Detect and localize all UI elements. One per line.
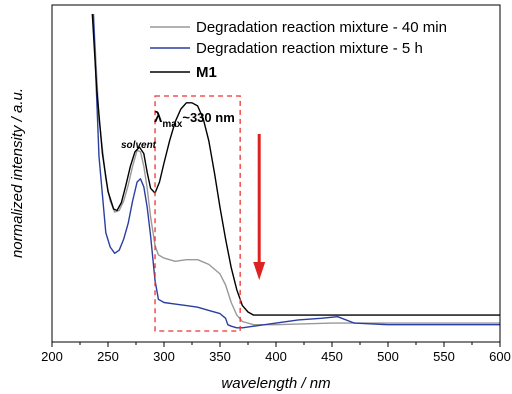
lambda-subscript: max xyxy=(162,119,182,130)
series-line-40min xyxy=(92,13,500,326)
x-tick-label: 250 xyxy=(97,349,119,364)
x-tick-label: 500 xyxy=(377,349,399,364)
series-line-m1 xyxy=(91,13,500,316)
x-tick-label: 200 xyxy=(41,349,63,364)
lambda-max-label: λmax~330 nm xyxy=(154,109,235,130)
legend-label-m1: M1 xyxy=(196,64,217,81)
series-line-5h xyxy=(92,13,500,329)
decrease-arrow-head xyxy=(253,262,266,280)
annotation-layer: solvent λmax~330 nm xyxy=(121,95,266,332)
highlight-box xyxy=(154,95,241,332)
x-tick-label: 350 xyxy=(209,349,231,364)
x-tick-label: 400 xyxy=(265,349,287,364)
legend: Degradation reaction mixture - 40 min De… xyxy=(150,19,447,81)
y-axis-title: normalized intensity / a.u. xyxy=(9,88,26,258)
x-tick-label: 600 xyxy=(489,349,511,364)
x-tick-label: 300 xyxy=(153,349,175,364)
solvent-label: solvent xyxy=(121,140,157,151)
x-tick-label: 450 xyxy=(321,349,343,364)
legend-label-40min: Degradation reaction mixture - 40 min xyxy=(196,19,447,36)
x-tick-label: 550 xyxy=(433,349,455,364)
legend-label-5h: Degradation reaction mixture - 5 h xyxy=(196,40,423,57)
x-axis: 200 250 300 350 400 450 500 550 600 xyxy=(41,342,511,364)
lambda-value: ~330 nm xyxy=(182,110,234,125)
x-axis-title: wavelength / nm xyxy=(221,375,330,392)
series-layer xyxy=(91,13,500,329)
lambda-symbol: λ xyxy=(154,109,163,126)
